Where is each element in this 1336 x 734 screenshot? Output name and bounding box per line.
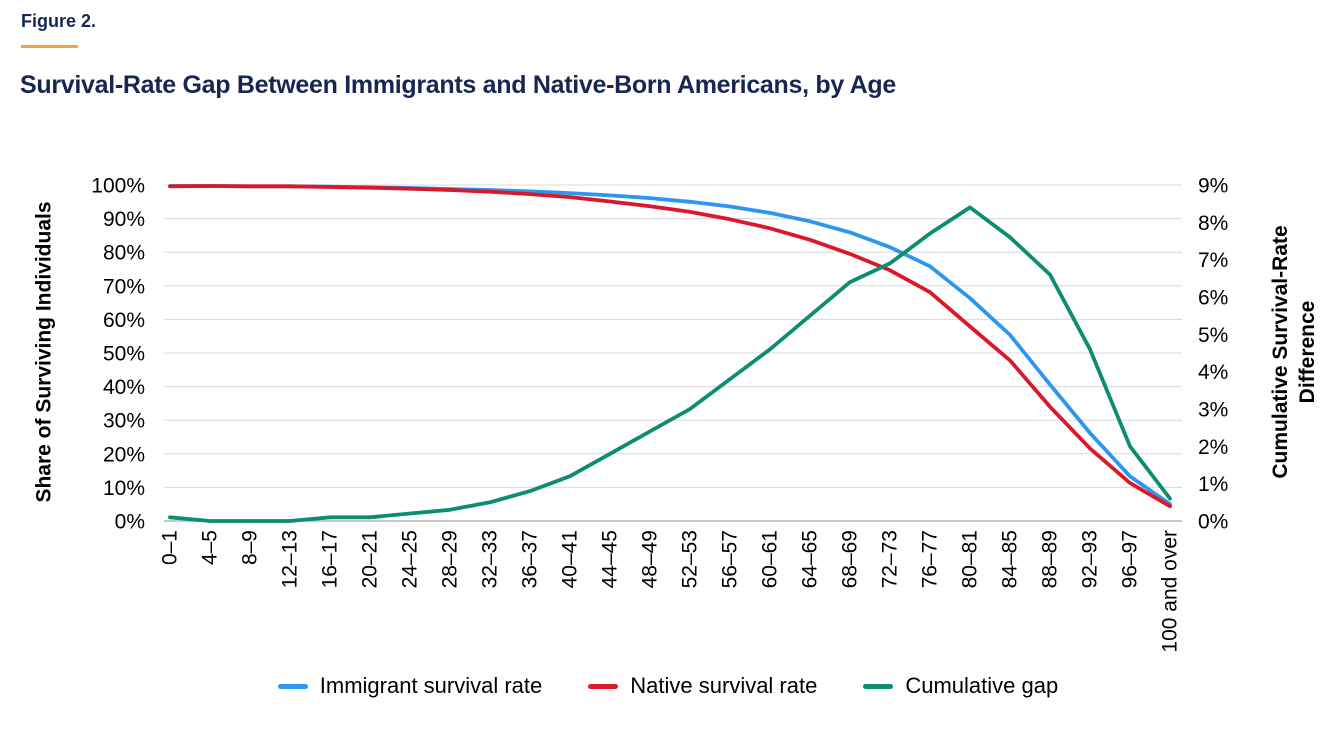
legend-label: Immigrant survival rate — [319, 673, 543, 698]
right-axis-tick-label: 3% — [1198, 399, 1228, 422]
left-axis-tick-label: 20% — [103, 443, 145, 466]
x-axis-tick-label: 4–5 — [199, 530, 222, 565]
x-axis-tick-label: 0–1 — [159, 530, 182, 565]
series-line-immigrant-survival-rate — [168, 184, 1172, 507]
figure-label: Figure 2. — [21, 11, 97, 31]
right-axis-tick-label: 9% — [1198, 175, 1228, 198]
right-axis-tick-label: 5% — [1198, 324, 1228, 347]
legend-swatch — [863, 683, 894, 689]
x-axis-tick-label: 72–73 — [879, 530, 902, 588]
x-axis-tick-label: 48–49 — [639, 530, 662, 588]
x-axis-tick-label: 64–65 — [799, 530, 822, 588]
x-axis-tick-label: 76–77 — [919, 530, 942, 588]
x-axis-tick-label: 84–85 — [999, 530, 1022, 588]
left-axis-tick-label: 50% — [103, 343, 145, 366]
legend-label: Cumulative gap — [905, 673, 1059, 698]
right-axis-tick-label: 7% — [1198, 249, 1228, 272]
right-axis-tick-label: 2% — [1198, 436, 1228, 459]
x-axis-tick-label: 92–93 — [1079, 530, 1102, 588]
legend-item-cumulative-gap: Cumulative gap — [863, 673, 1058, 699]
x-axis-tick-label: 20–21 — [359, 530, 382, 588]
legend-item-native-survival-rate: Native survival rate — [588, 673, 817, 699]
x-axis-tick-label: 16–17 — [319, 530, 342, 588]
x-axis-tick-label: 12–13 — [279, 530, 302, 588]
x-axis-tick-label: 52–53 — [679, 530, 702, 588]
right-axis-tick-label: 6% — [1198, 287, 1228, 310]
x-axis-tick-label: 80–81 — [959, 530, 982, 588]
left-axis-tick-label: 100% — [91, 175, 145, 198]
x-axis-tick-label: 24–25 — [399, 530, 422, 588]
left-axis-tick-label: 70% — [103, 275, 145, 298]
legend-label: Native survival rate — [630, 673, 818, 698]
x-axis-tick-label: 68–69 — [839, 530, 862, 588]
x-axis-tick-label: 100 and over — [1159, 530, 1182, 653]
legend-swatch — [588, 683, 619, 689]
left-axis-tick-label: 90% — [103, 208, 145, 231]
x-axis-tick-label: 44–45 — [599, 530, 622, 588]
legend-item-immigrant-survival-rate: Immigrant survival rate — [277, 673, 543, 699]
x-axis-tick-label: 88–89 — [1039, 530, 1062, 588]
x-axis-tick-label: 32–33 — [479, 530, 502, 588]
legend-swatch — [277, 683, 308, 689]
left-axis-tick-label: 10% — [103, 477, 145, 500]
chart-legend: Immigrant survival rate Native survival r… — [0, 673, 1336, 699]
x-axis-tick-label: 40–41 — [559, 530, 582, 588]
right-axis-tick-label: 8% — [1198, 212, 1228, 235]
x-axis-tick-label: 36–37 — [519, 530, 542, 588]
left-axis-tick-label: 60% — [103, 309, 145, 332]
x-axis-tick-label: 28–29 — [439, 530, 462, 588]
series-line-native-survival-rate — [168, 184, 1172, 509]
x-axis-tick-label: 8–9 — [239, 530, 262, 565]
figure-accent-rule — [21, 45, 78, 48]
left-axis-tick-label: 0% — [115, 511, 145, 534]
chart-title: Survival-Rate Gap Between Immigrants and… — [20, 71, 897, 99]
x-axis-tick-label: 56–57 — [719, 530, 742, 588]
left-axis-tick-label: 80% — [103, 242, 145, 265]
right-axis-tick-label: 0% — [1198, 511, 1228, 534]
series-line-cumulative-gap — [168, 205, 1172, 523]
right-axis-tick-label: 1% — [1198, 473, 1228, 496]
left-axis-tick-label: 30% — [103, 410, 145, 433]
right-axis-tick-label: 4% — [1198, 361, 1228, 384]
x-axis-tick-label: 60–61 — [759, 530, 782, 588]
left-axis-tick-label: 40% — [103, 376, 145, 399]
x-axis-tick-label: 96–97 — [1119, 530, 1142, 588]
